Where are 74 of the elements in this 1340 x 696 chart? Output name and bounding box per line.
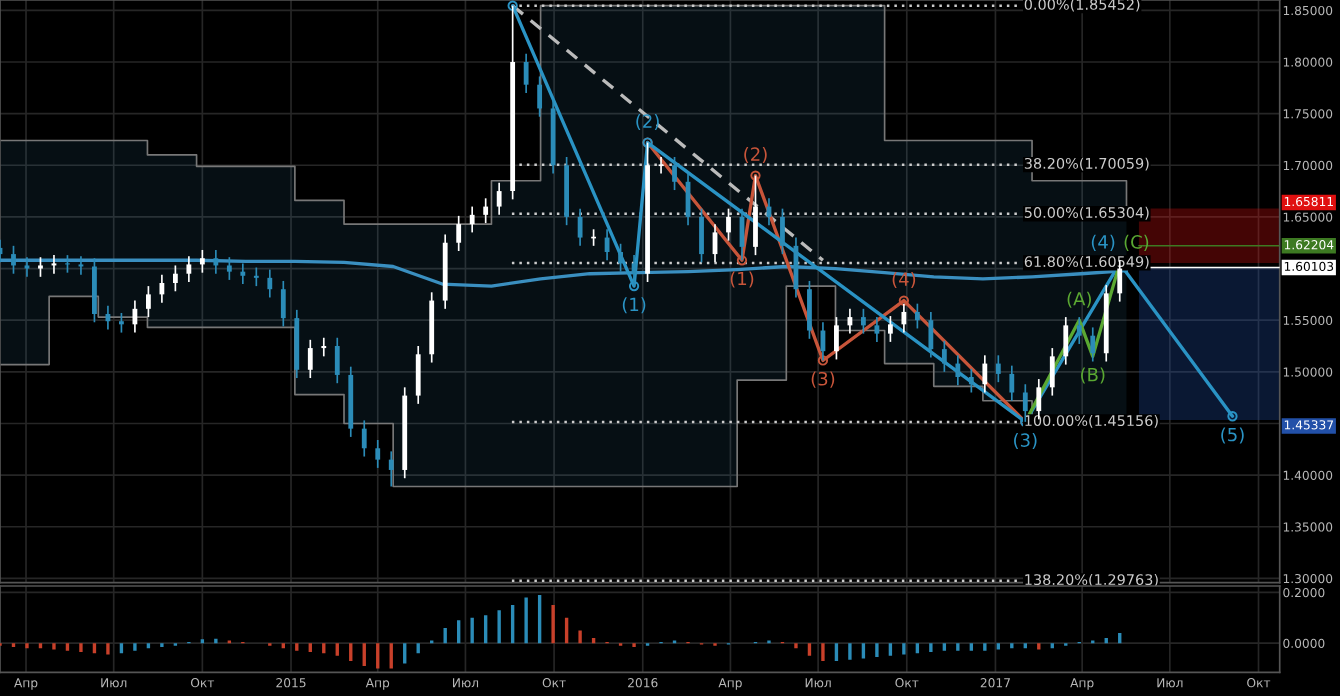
candlestick: [267, 268, 273, 299]
candlestick: [483, 197, 489, 224]
annotation: (2): [744, 147, 767, 164]
annotation: (C): [1124, 234, 1149, 251]
candlestick: [361, 419, 367, 458]
annotation: (B): [1081, 367, 1105, 384]
annotation: (4): [1091, 234, 1115, 251]
candlestick: [159, 273, 165, 304]
candlestick: [456, 215, 462, 252]
candlestick: [280, 280, 286, 328]
candlestick: [928, 311, 934, 359]
point: [898, 295, 910, 306]
candlestick: [577, 207, 583, 247]
point: [736, 255, 748, 266]
line-series: [507, 0, 1238, 427]
point: [507, 0, 518, 11]
candlestick: [955, 354, 961, 387]
candlestick: [968, 367, 974, 394]
candlestick: [807, 280, 812, 340]
candlestick: [995, 354, 1001, 384]
candlestick: [780, 207, 785, 255]
candlestick: [672, 156, 677, 191]
candlestick: [941, 340, 947, 373]
candlestick: [24, 256, 30, 278]
candlestick: [496, 181, 502, 216]
annotation: (4): [892, 272, 916, 289]
candlestick: [307, 338, 313, 379]
candlestick: [523, 52, 529, 94]
candlestick: [1009, 364, 1015, 402]
annotation: (A): [1067, 291, 1091, 308]
point: [628, 280, 640, 292]
candlestick: [618, 242, 623, 273]
candlestick: [834, 316, 839, 361]
candlestick: [321, 336, 327, 358]
candlestick: [11, 244, 16, 275]
point: [817, 355, 829, 366]
annotation: (5): [1221, 427, 1244, 444]
candlestick: [982, 354, 988, 394]
candlestick: [253, 266, 259, 287]
candlestick: [226, 256, 232, 281]
candlestick: [699, 207, 704, 264]
candlestick: [415, 345, 421, 405]
annotation: (1): [730, 271, 754, 288]
candlestick: [132, 299, 138, 334]
candlestick: [38, 256, 43, 278]
candlestick: [145, 285, 151, 318]
annotation: (2): [636, 113, 659, 131]
candlestick: [469, 205, 475, 234]
candlestick: [914, 302, 920, 330]
candlestick: [887, 315, 893, 343]
candlestick: [240, 262, 246, 285]
candlestick: [186, 255, 192, 283]
candlestick: [172, 264, 178, 293]
candlestick: [726, 207, 731, 242]
candlestick: [537, 75, 543, 118]
candlestick: [1063, 316, 1069, 366]
candlestick: [334, 336, 340, 385]
candlestick: [375, 439, 381, 469]
candlestick: [199, 249, 205, 274]
point: [750, 170, 761, 181]
candlestick: [119, 312, 124, 334]
point: [1227, 411, 1238, 422]
candlestick: [1049, 347, 1055, 397]
candlestick: [657, 156, 665, 175]
candlestick: [874, 316, 880, 343]
candlestick: [388, 450, 394, 488]
candlestick: [213, 249, 219, 275]
candlestick: [1076, 316, 1082, 345]
annotation: (3): [1014, 432, 1037, 450]
candlestick: [92, 257, 97, 324]
candlestick: [1090, 326, 1096, 363]
annotation: (1): [622, 297, 646, 314]
annotation: (3): [811, 371, 835, 388]
candlestick: [861, 308, 866, 335]
